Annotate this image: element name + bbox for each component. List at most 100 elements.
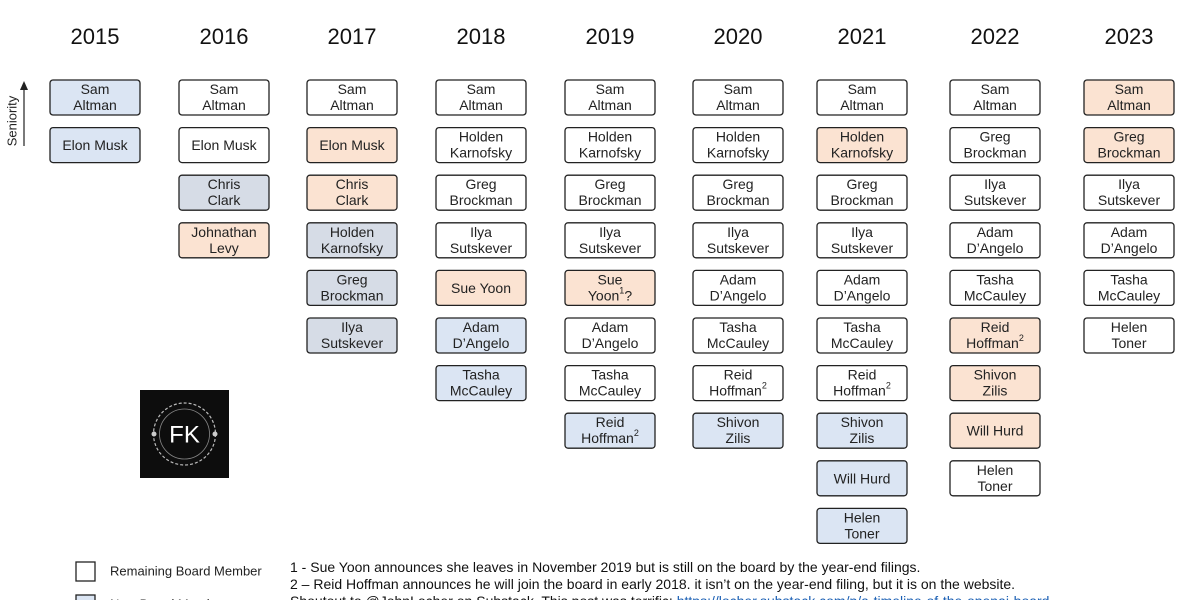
name-line: McCauley — [1098, 287, 1160, 303]
logo-dot — [212, 431, 218, 437]
name-line: Ilya — [341, 319, 363, 335]
name-line: Tasha — [591, 366, 629, 382]
member-name: Yoon1? — [588, 286, 632, 303]
name-line: Hoffman — [833, 382, 886, 398]
member-card — [435, 364, 527, 402]
member-card — [692, 269, 784, 307]
member-card — [564, 317, 656, 354]
name-line: Reid — [981, 319, 1010, 335]
member-name: Hoffman2 — [581, 429, 639, 446]
member-name: Sutskever — [964, 192, 1027, 208]
member-name: Greg — [594, 176, 625, 192]
member-name: D’Angelo — [1101, 240, 1158, 256]
year-label: 2019 — [586, 24, 635, 49]
name-line: D’Angelo — [453, 335, 510, 351]
name-line: Sam — [724, 81, 753, 97]
name-suffix: ? — [624, 287, 632, 303]
name-line: Karnofsky — [321, 240, 383, 256]
name-line: D’Angelo — [834, 287, 891, 303]
footnote-marker: 2 — [886, 381, 891, 391]
member-name: Greg — [465, 176, 496, 192]
member-name: Toner — [977, 478, 1012, 494]
member-name: Zilis — [983, 382, 1008, 398]
name-line: Altman — [1107, 97, 1151, 113]
member-name: Adam — [463, 319, 500, 335]
arrow-head — [20, 81, 28, 90]
member-name: Reid — [724, 366, 753, 382]
member-name: Sutskever — [450, 240, 513, 256]
logo-dot — [151, 431, 157, 437]
member-name: Karnofsky — [321, 240, 383, 256]
member-card — [564, 174, 656, 211]
axis-label: Seniority — [4, 95, 19, 146]
name-line: Holden — [840, 128, 884, 144]
name-line: Brockman — [578, 192, 641, 208]
member-name: Zilis — [726, 430, 751, 446]
name-line: Holden — [588, 128, 632, 144]
name-line: Greg — [846, 176, 877, 192]
member-card — [49, 79, 141, 116]
member-name: Karnofsky — [707, 144, 769, 160]
name-line: Ilya — [851, 224, 873, 240]
footnote: 1 - Sue Yoon announces she leaves in Nov… — [290, 559, 920, 575]
name-line: Adam — [463, 319, 500, 335]
name-line: McCauley — [964, 287, 1026, 303]
name-line: Ilya — [984, 176, 1006, 192]
member-box: Elon Musk — [49, 126, 141, 164]
member-card — [1083, 79, 1175, 116]
member-name: Reid — [981, 319, 1010, 335]
name-line: Altman — [330, 97, 374, 113]
member-name: Greg — [722, 176, 753, 192]
member-name: D’Angelo — [453, 335, 510, 351]
name-line: Will Hurd — [834, 470, 891, 486]
member-card — [816, 460, 908, 497]
name-line: Reid — [848, 366, 877, 382]
member-name: Chris — [208, 176, 241, 192]
name-line: Tasha — [462, 366, 500, 382]
member-card — [816, 364, 908, 402]
member-name: Sue Yoon — [451, 280, 511, 296]
name-line: Brockman — [449, 192, 512, 208]
member-card — [306, 174, 398, 211]
name-line: Clark — [336, 192, 370, 208]
member-name: Altman — [716, 97, 760, 113]
name-line: Greg — [979, 128, 1010, 144]
name-line: Altman — [459, 97, 503, 113]
name-line: Adam — [592, 319, 629, 335]
member-box: Sue Yoon — [435, 269, 527, 307]
name-line: Will Hurd — [967, 422, 1024, 438]
member-name: Helen — [1111, 319, 1148, 335]
name-line: Toner — [1111, 335, 1146, 351]
member-name: Sam — [724, 81, 753, 97]
member-name: Adam — [592, 319, 629, 335]
name-line: Sue — [598, 271, 623, 287]
name-line: Hoffman — [581, 430, 634, 446]
member-name: Altman — [588, 97, 632, 113]
logo: FK — [140, 390, 229, 478]
member-name: Helen — [977, 462, 1014, 478]
member-name: Altman — [1107, 97, 1151, 113]
member-name: Greg — [336, 271, 367, 287]
member-name: Adam — [977, 224, 1014, 240]
